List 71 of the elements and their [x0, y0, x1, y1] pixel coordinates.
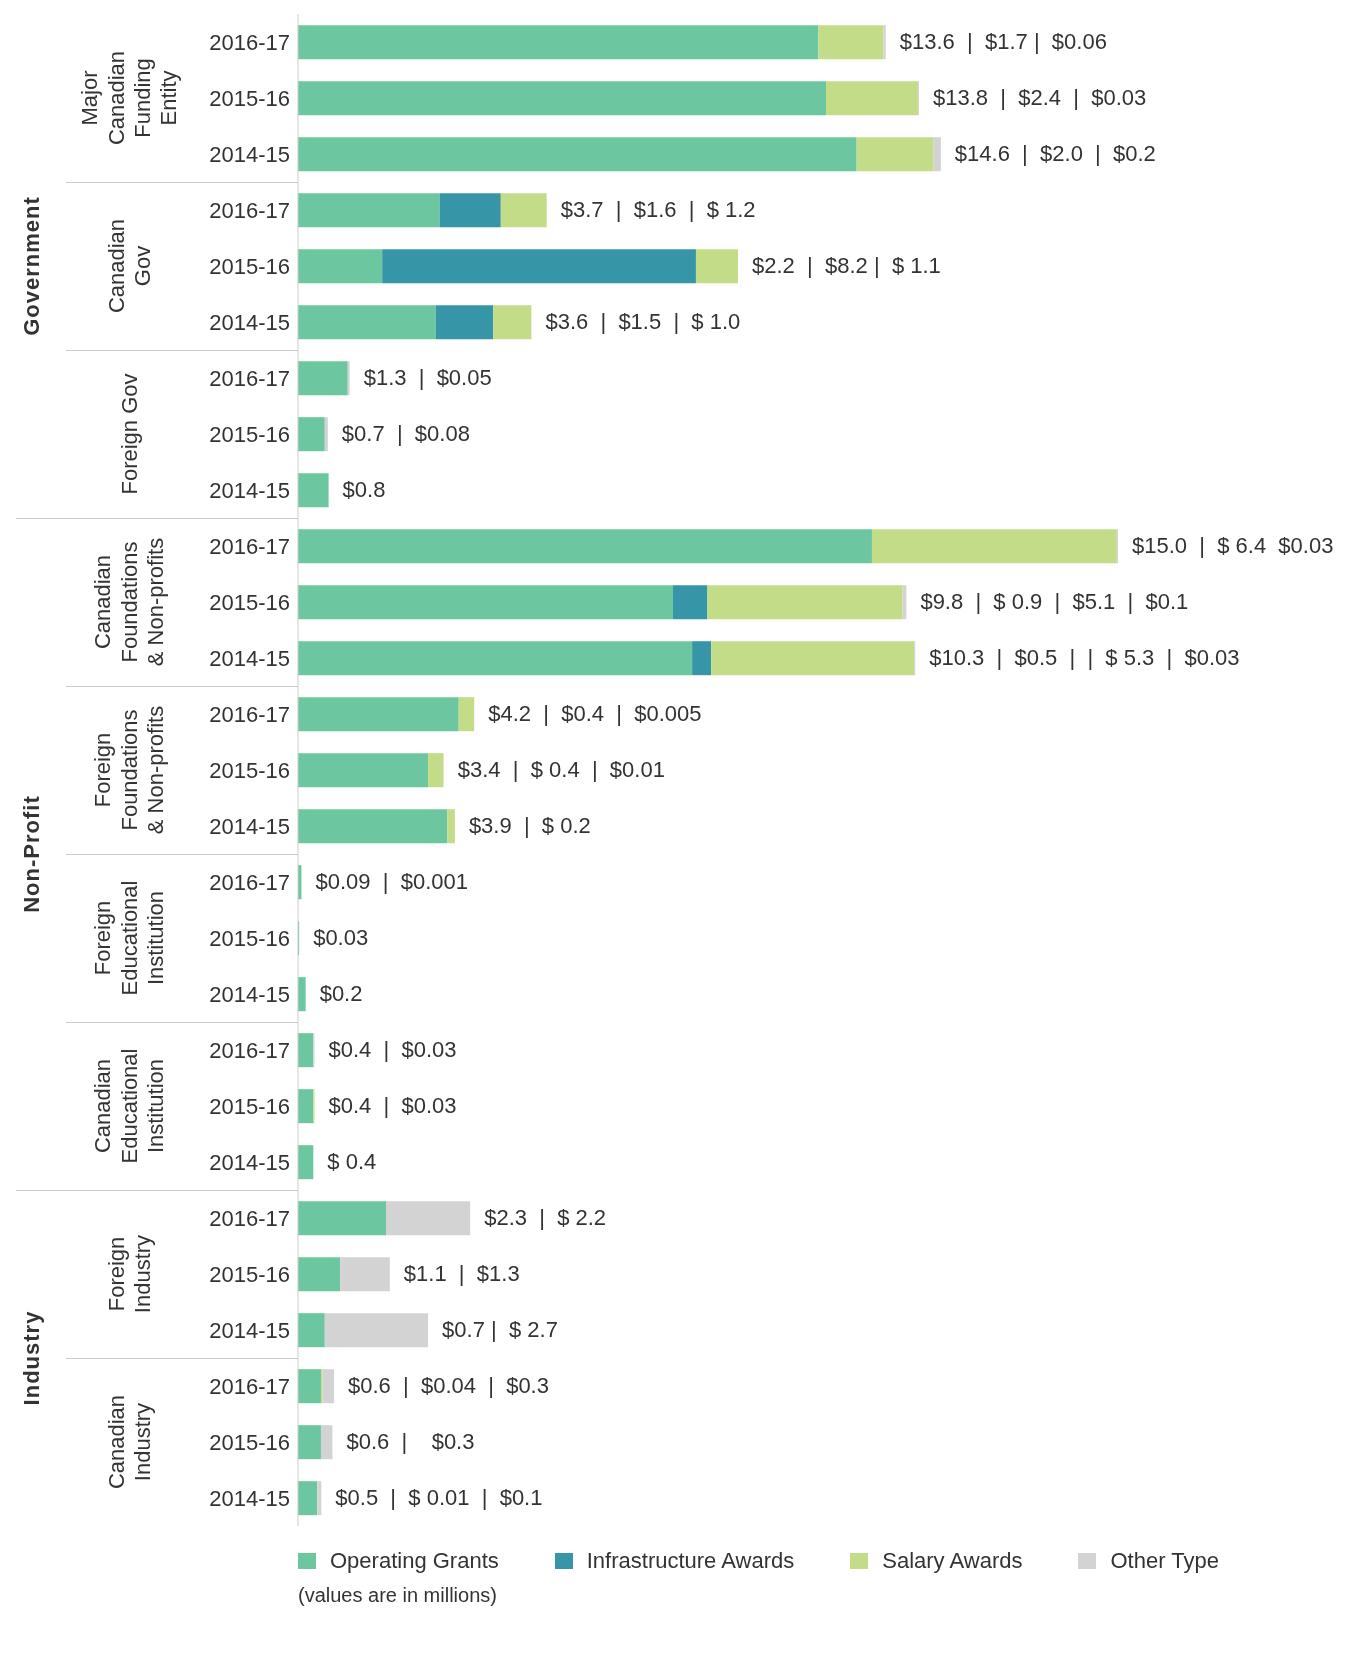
text: Foreign Educational Institution [89, 879, 170, 998]
data-label: $0.03 [313, 923, 369, 952]
data-label: $1.1 | $1.3 [403, 1259, 520, 1288]
data-label: $13.8 | $2.4 | $0.03 [933, 83, 1147, 112]
y-tick-label: 2014-15 [209, 645, 290, 671]
text: Canadian Educational Institution [89, 1047, 170, 1166]
y-tick-label: 2014-15 [209, 813, 290, 839]
text: Canadian Foundations & Non-profits [89, 536, 170, 669]
text: Canadian Gov [102, 217, 156, 316]
data-label: $ 0.4 [327, 1147, 377, 1176]
text: Major Canadian Funding Entity [77, 49, 182, 148]
y-tick-label: 2016-17 [209, 1037, 290, 1063]
data-label: $2.2 | $8.2 | $ 1.1 [752, 251, 941, 280]
data-label: $0.09 | $0.001 [315, 867, 468, 896]
y-tick-label: 2015-16 [209, 589, 290, 615]
data-label: $9.8 | $ 0.9 | $5.1 | $0.1 [920, 587, 1189, 616]
data-label: $0.5 | $ 0.01 | $0.1 [335, 1483, 543, 1512]
data-label: $0.2 [319, 979, 363, 1008]
y-tick-label: 2016-17 [209, 1373, 290, 1399]
data-label: $2.3 | $ 2.2 [484, 1203, 607, 1232]
y-tick-label: 2015-16 [209, 1429, 290, 1455]
data-label: $3.7 | $1.6 | $ 1.2 [560, 195, 756, 224]
y-tick-label: 2016-17 [209, 1205, 290, 1231]
y-tick-label: 2014-15 [209, 477, 290, 503]
y-tick-label: 2014-15 [209, 309, 290, 335]
y-tick-label: 2015-16 [209, 421, 290, 447]
y-tick-label: 2015-16 [209, 757, 290, 783]
y-tick-label: 2014-15 [209, 1485, 290, 1511]
text: Foreign Foundations & Non-profits [89, 704, 170, 837]
legend-label: Salary Awards [882, 1548, 1023, 1574]
y-tick-label: 2016-17 [209, 869, 290, 895]
data-label: $0.7 | $ 2.7 [442, 1315, 558, 1344]
data-label: $0.6 | $0.3 [346, 1427, 475, 1456]
text: Canadian Industry [102, 1393, 156, 1492]
y-tick-label: 2015-16 [209, 253, 290, 279]
data-label: $3.4 | $ 0.4 | $0.01 [457, 755, 665, 784]
legend-label: Operating Grants [330, 1548, 499, 1574]
text: (values are in millions) [297, 1584, 498, 1607]
text: Industry [18, 1309, 45, 1408]
text: Foreign Gov [115, 372, 143, 497]
data-label: $1.3 | $0.05 [363, 363, 492, 392]
y-tick-label: 2014-15 [209, 1317, 290, 1343]
data-label: $0.4 | $0.03 [328, 1035, 457, 1064]
data-label: $13.6 | $1.7 | $0.06 [899, 27, 1107, 56]
y-tick-label: 2014-15 [209, 1149, 290, 1175]
legend-label: Other Type [1110, 1548, 1219, 1574]
data-label: $3.9 | $ 0.2 [468, 811, 591, 840]
data-label: $4.2 | $0.4 | $0.005 [488, 699, 702, 728]
data-label: $0.4 | $0.03 [328, 1091, 457, 1120]
y-tick-label: 2014-15 [209, 141, 290, 167]
y-tick-label: 2016-17 [209, 701, 290, 727]
y-tick-label: 2016-17 [209, 197, 290, 223]
y-tick-label: 2016-17 [209, 533, 290, 559]
text: Government [18, 195, 45, 338]
y-tick-label: 2015-16 [209, 85, 290, 111]
data-label: $0.7 | $0.08 [341, 419, 470, 448]
data-label: $0.6 | $0.04 | $0.3 [347, 1371, 549, 1400]
data-label: $10.3 | $0.5 | | $ 5.3 | $0.03 [929, 643, 1240, 672]
text: Non-Profit [18, 794, 45, 915]
data-label: $0.8 [342, 475, 386, 504]
legend-label: Infrastructure Awards [586, 1548, 795, 1574]
text: Foreign Industry [102, 1233, 156, 1316]
data-label: $15.0 | $ 6.4 $0.03 [1132, 531, 1334, 560]
y-tick-label: 2015-16 [209, 1261, 290, 1287]
y-tick-label: 2016-17 [209, 29, 290, 55]
y-tick-label: 2015-16 [209, 1093, 290, 1119]
y-tick-label: 2014-15 [209, 981, 290, 1007]
y-tick-label: 2016-17 [209, 365, 290, 391]
data-label: $14.6 | $2.0 | $0.2 [954, 139, 1156, 168]
data-label: $3.6 | $1.5 | $ 1.0 [545, 307, 741, 336]
y-tick-label: 2015-16 [209, 925, 290, 951]
